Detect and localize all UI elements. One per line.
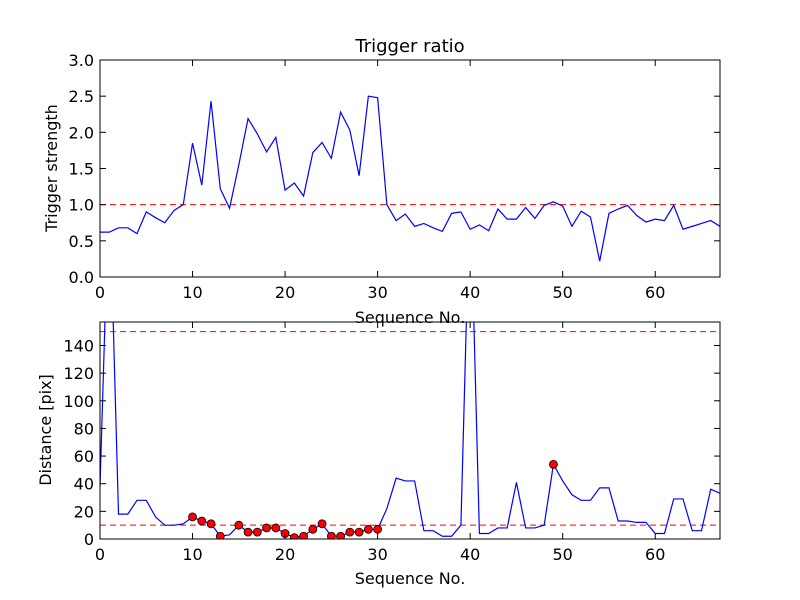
trigger-x-axis-label: Sequence No. [355, 308, 466, 327]
x-tick-label: 10 [182, 283, 202, 302]
data-point-marker [308, 524, 318, 534]
x-tick-label: 40 [460, 283, 480, 302]
data-point-marker [188, 512, 197, 522]
x-tick-label: 30 [367, 283, 387, 302]
y-tick-label: 1.5 [69, 160, 94, 179]
data-point-marker [363, 524, 373, 534]
data-point-marker [243, 527, 253, 537]
x-tick-label: 10 [182, 545, 202, 564]
x-tick-label: 30 [367, 545, 387, 564]
data-point-marker [317, 519, 327, 529]
y-tick-label: 40 [74, 475, 94, 494]
chart-title: Trigger ratio [354, 36, 464, 57]
distance-y-axis-label: Distance [pix] [36, 374, 55, 486]
x-tick-label: 0 [95, 283, 105, 302]
data-point-marker [326, 531, 336, 539]
y-tick-label: 20 [74, 502, 94, 521]
x-tick-label: 20 [275, 283, 295, 302]
data-point-marker [345, 527, 355, 537]
data-point-marker [215, 531, 225, 539]
x-tick-label: 50 [553, 283, 573, 302]
y-tick-label: 120 [63, 364, 94, 383]
data-point-marker [197, 516, 207, 526]
trigger-ticks: 0 10 20 30 40 50 60 0.0 0.5 1.0 1.5 2.0 2.5 3.0 [69, 51, 720, 302]
distance-axes-frame [99, 321, 721, 540]
series-line [100, 95, 720, 262]
data-point-marker [299, 531, 308, 539]
x-tick-label: 20 [275, 545, 295, 564]
y-tick-label: 1.0 [69, 196, 94, 215]
data-point-marker [354, 527, 364, 537]
y-tick-label: 100 [63, 392, 94, 411]
distance-plot-area [100, 322, 720, 539]
y-tick-label: 60 [74, 447, 94, 466]
data-point-marker [234, 520, 244, 530]
data-point-marker [373, 524, 383, 534]
trigger-y-axis-label: Trigger strength [42, 104, 61, 233]
data-point-marker [271, 523, 281, 533]
x-tick-label: 40 [460, 545, 480, 564]
data-point-marker [206, 519, 216, 529]
distance-chart: 0 10 20 30 40 50 60 0 20 40 60 80 100 120 140 Sequence… [36, 321, 721, 588]
y-tick-label: 2.5 [69, 87, 94, 106]
data-point-marker [252, 527, 262, 537]
data-point-marker [289, 533, 299, 539]
y-tick-label: 2.0 [69, 123, 94, 142]
x-tick-label: 60 [645, 545, 665, 564]
data-point-marker [262, 523, 271, 533]
x-tick-label: 50 [553, 545, 573, 564]
distance-x-axis-label: Sequence No. [355, 569, 466, 588]
y-tick-label: 3.0 [69, 51, 94, 70]
x-tick-label: 0 [95, 545, 105, 564]
y-tick-label: 140 [63, 336, 94, 355]
data-point-marker [336, 531, 345, 539]
y-tick-label: 0.0 [69, 268, 94, 287]
x-tick-label: 60 [645, 283, 665, 302]
y-tick-label: 0.5 [69, 232, 94, 251]
y-tick-label: 0 [84, 530, 94, 549]
distance-ticks: 0 10 20 30 40 50 60 0 20 40 60 80 100 120 140 [63, 322, 720, 564]
trigger-plot-area [100, 95, 720, 262]
data-point-marker [549, 459, 558, 469]
y-tick-label: 80 [74, 419, 94, 438]
